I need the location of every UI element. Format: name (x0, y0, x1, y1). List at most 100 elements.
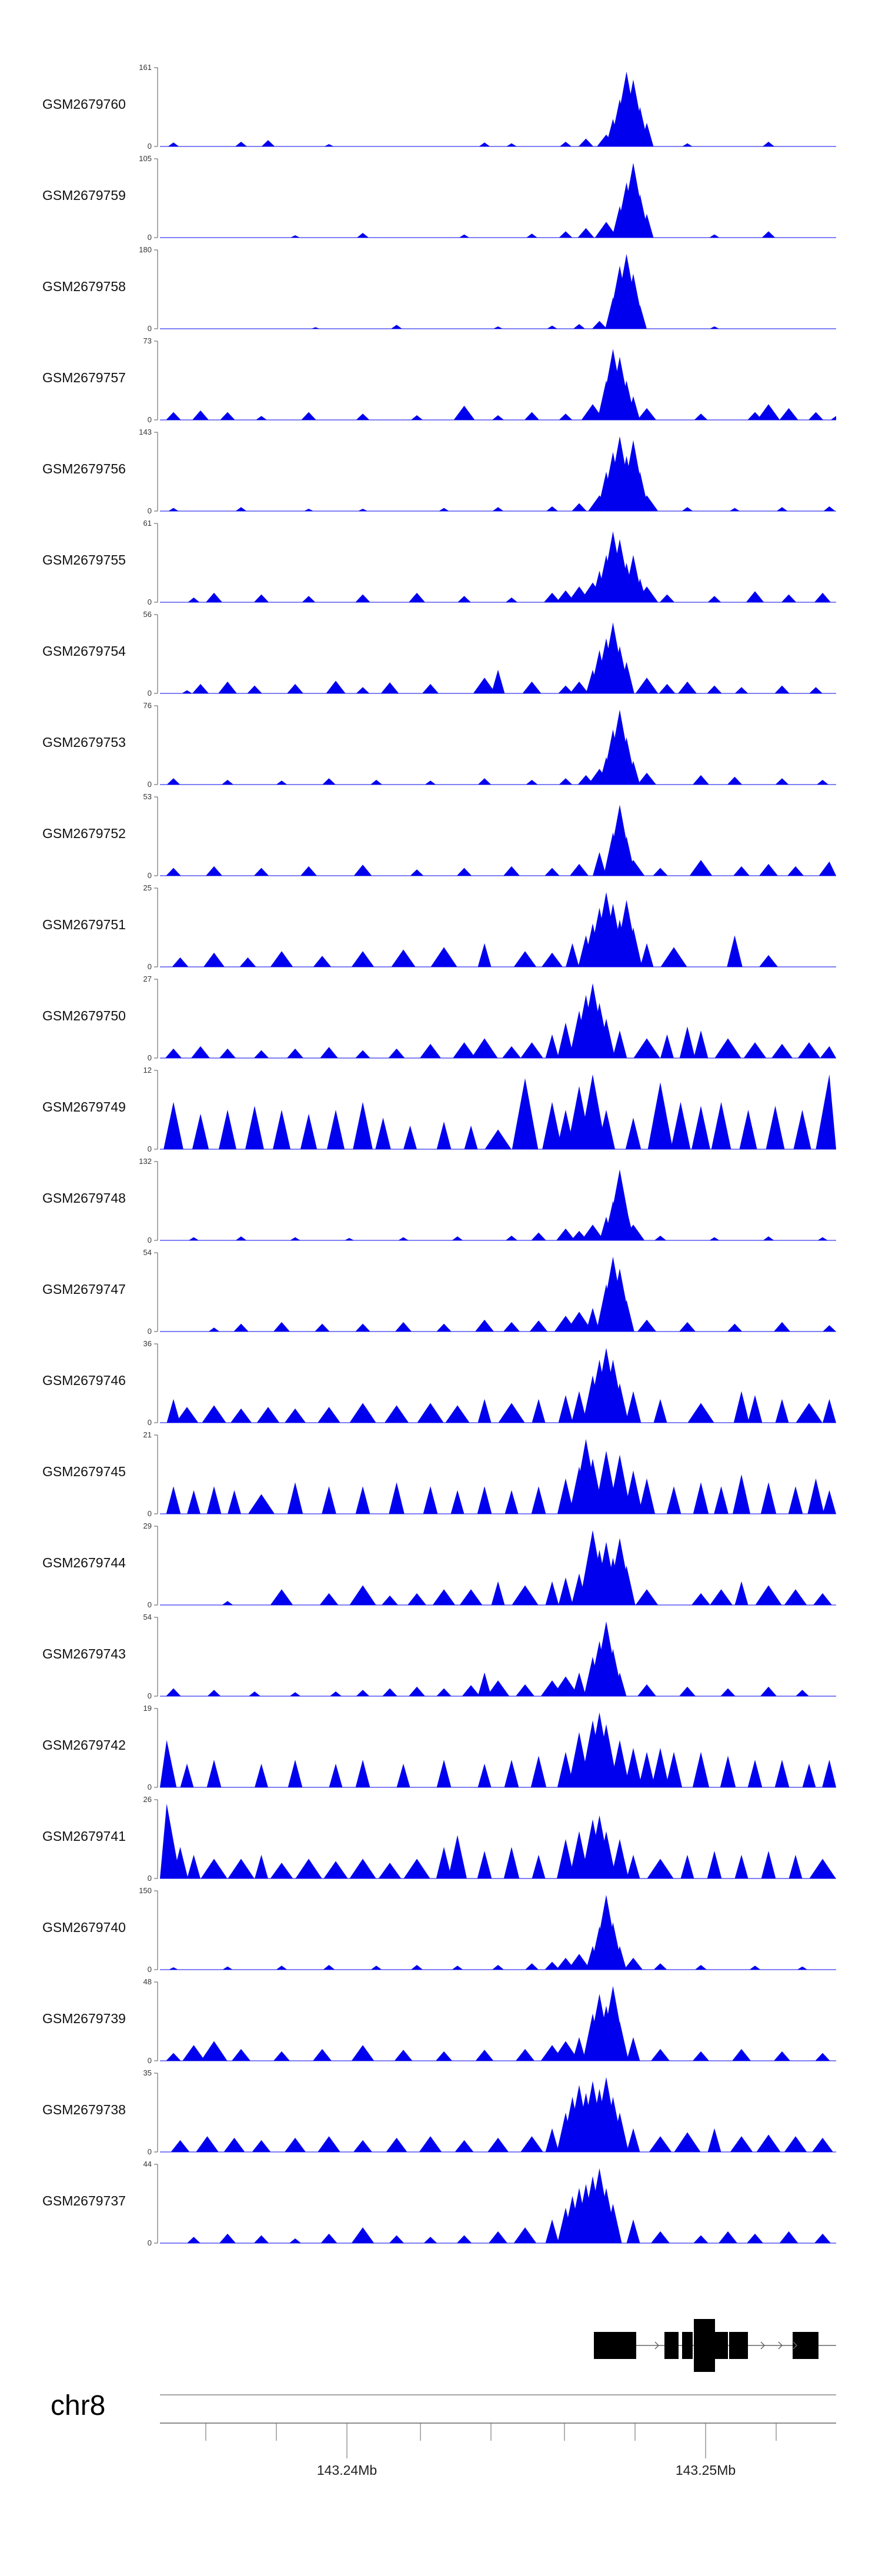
y-max-label: 27 (143, 975, 152, 983)
coverage-peak (353, 865, 372, 876)
coverage-peak (506, 597, 517, 602)
coverage-peak (597, 1110, 615, 1149)
coverage-peak (182, 2045, 205, 2061)
coverage-peak (720, 1688, 736, 1696)
sample-name-label: GSM2679753 (42, 735, 126, 750)
coverage-peak (746, 591, 764, 602)
coverage-peak (245, 1106, 264, 1149)
coverage-peak (637, 772, 656, 785)
coverage-peak (384, 1405, 409, 1423)
y-max-label: 143 (139, 428, 152, 436)
coverage-peak (573, 323, 585, 329)
coverage-peak (491, 669, 505, 693)
coverage-peak (356, 413, 370, 420)
coverage-peak (430, 947, 457, 967)
coverage-peak (757, 404, 780, 420)
strand-arrow-icon (760, 2341, 766, 2350)
coverage-peak (168, 508, 179, 511)
coverage-peak (763, 1236, 774, 1240)
sample-name-label: GSM2679758 (42, 279, 126, 294)
coverage-peak (633, 1038, 660, 1058)
coverage-peak (793, 1110, 811, 1149)
coverage-peak (558, 1395, 573, 1423)
coverage-peak (486, 1680, 510, 1696)
coverage-peak (624, 1957, 643, 1970)
coverage-peak (389, 2235, 405, 2243)
coverage-peak (695, 1964, 707, 1970)
sample-name-label: GSM2679747 (42, 1282, 126, 1297)
y-min-label: 0 (148, 598, 152, 606)
coverage-peak (407, 1593, 426, 1605)
coverage-peak (547, 325, 557, 329)
coverage-peak (382, 1688, 397, 1696)
coverage-peak (345, 1237, 354, 1240)
coverage-peak (471, 1038, 498, 1058)
coverage-peak (557, 1751, 574, 1787)
coverage-peak (707, 685, 722, 693)
coverage-peak (604, 2204, 622, 2243)
coverage-peak (633, 305, 647, 329)
coverage-peak (619, 662, 634, 693)
coverage-peak (439, 508, 449, 511)
coverage-peak (638, 1751, 656, 1787)
track-gsm2679745: 21 0 GSM2679745 (42, 1430, 836, 1518)
coverage-peak (729, 508, 740, 511)
coverage-peak (624, 1470, 643, 1514)
coverage-peak (611, 1383, 629, 1423)
coverage-peak (203, 952, 225, 967)
coverage-peak (823, 506, 836, 511)
coverage-peak (380, 682, 399, 693)
y-min-label: 0 (148, 689, 152, 698)
coverage-peak (375, 1117, 391, 1149)
coverage-peak (202, 1405, 226, 1423)
axis-tick-label: 143.24Mb (317, 2462, 377, 2478)
gene-exon (623, 2332, 636, 2359)
coverage-peak (734, 1581, 749, 1605)
coverage-peak (175, 1407, 199, 1423)
coverage-peak (228, 1490, 241, 1514)
y-max-label: 21 (143, 1430, 152, 1439)
y-min-label: 0 (148, 324, 152, 333)
coverage-peak (477, 1763, 492, 1787)
coverage-peak (710, 1589, 733, 1605)
y-min-label: 0 (148, 2238, 152, 2247)
coverage-peak (814, 2233, 831, 2243)
coverage-peak (477, 943, 492, 967)
coverage-peak (450, 1490, 465, 1514)
coverage-peak (679, 1686, 696, 1696)
coverage-peak (358, 508, 368, 511)
coverage-peak (445, 1405, 470, 1423)
coverage-peak (732, 2048, 751, 2061)
coverage-peak (436, 1760, 452, 1787)
coverage-peak (730, 2136, 753, 2152)
coverage-peak (691, 1106, 710, 1149)
coverage-peak (625, 1117, 642, 1149)
coverage-peak (172, 957, 189, 967)
coverage-peak (503, 1322, 520, 1332)
coverage-peak (253, 867, 269, 876)
coverage-peak (300, 1113, 318, 1149)
coverage-peak (223, 2137, 245, 2152)
y-min-label: 0 (148, 1053, 152, 1062)
coverage-peak (660, 1034, 674, 1058)
coverage-peak (207, 1690, 221, 1696)
coverage-peak (552, 2041, 579, 2061)
coverage-peak (287, 1482, 303, 1514)
coverage-peak (455, 2140, 474, 2152)
coverage-peak (290, 1237, 300, 1240)
coverage-peak (611, 2021, 629, 2061)
coverage-peak (182, 690, 192, 693)
coverage-peak (300, 866, 317, 876)
coverage-peak (436, 1323, 452, 1332)
coverage-peak (647, 1082, 673, 1149)
coverage-peak (349, 1403, 376, 1423)
coverage-peak (720, 1756, 736, 1787)
coverage-peak (624, 1748, 642, 1787)
coverage-peak (288, 1760, 303, 1787)
coverage-peak (689, 860, 713, 876)
y-max-label: 29 (143, 1521, 152, 1530)
coverage-peak (477, 1672, 492, 1696)
coverage-peak (572, 2037, 586, 2061)
genome-axis: chr8 143.24Mb 143.25Mb (51, 2390, 836, 2478)
